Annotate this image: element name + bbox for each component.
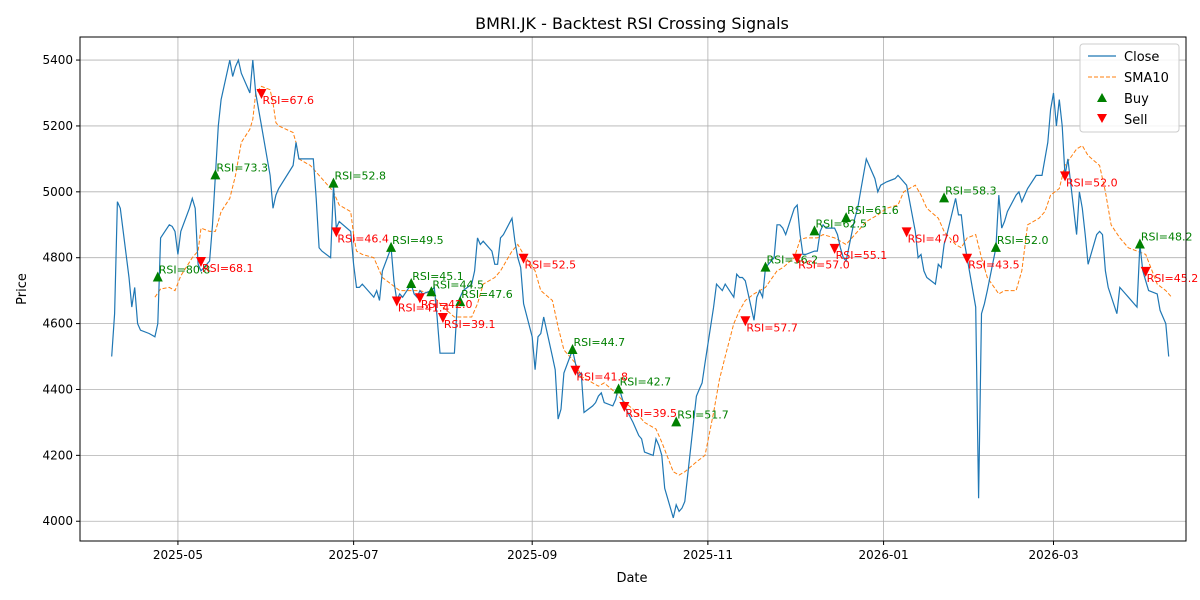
sell-signal-label: RSI=39.1 — [444, 318, 496, 331]
sell-marker — [619, 401, 630, 412]
buy-marker — [1134, 238, 1145, 249]
buy-marker — [939, 192, 950, 203]
buy-signal-label: RSI=49.5 — [392, 234, 444, 247]
buy-signal-label: RSI=47.6 — [461, 288, 513, 301]
sell-signal-label: RSI=42.0 — [421, 298, 473, 311]
sell-marker — [1140, 266, 1151, 277]
buy-signal-label: RSI=45.1 — [412, 270, 464, 283]
series-layer — [111, 58, 1172, 519]
x-tick-label: 2025-11 — [683, 548, 733, 562]
buy-marker — [567, 343, 578, 354]
buy-signal-label: RSI=61.6 — [847, 204, 899, 217]
buy-marker — [406, 278, 417, 289]
legend-sell-label: Sell — [1124, 113, 1147, 128]
legend-box — [1079, 43, 1180, 133]
buy-signal-label: RSI=44.7 — [574, 336, 626, 349]
close-line — [111, 58, 1170, 519]
sell-marker — [1060, 171, 1071, 182]
sell-marker — [740, 316, 751, 327]
buy-signal-label: RSI=58.3 — [945, 184, 997, 197]
axis-ticks: 4000 4200 4400 4600 4800 5000 5200 5400 2025-05 2… — [42, 53, 1078, 562]
sell-signal-label: RSI=41.8 — [576, 371, 628, 384]
buy-signal-label: RSI=42.7 — [620, 375, 672, 388]
sell-signal-label: RSI=55.1 — [836, 249, 888, 262]
buy-marker — [841, 212, 852, 223]
y-tick-label: 5400 — [42, 53, 73, 67]
sell-marker — [414, 293, 425, 304]
buy-signal-label: RSI=73.3 — [216, 161, 268, 174]
x-axis-label: Date — [616, 571, 647, 586]
buy-signal-label: RSI=51.7 — [677, 408, 729, 421]
buy-marker — [809, 225, 820, 236]
y-tick-label: 4400 — [42, 382, 73, 396]
sell-signal-label: RSI=57.0 — [798, 259, 850, 272]
buy-marker — [328, 177, 339, 188]
sell-signal-label: RSI=52.0 — [1066, 176, 1118, 189]
sell-signal-label: RSI=39.5 — [625, 407, 677, 420]
sell-marker — [962, 253, 973, 264]
chart-title: BMRI.JK - Backtest RSI Crossing Signals — [475, 14, 789, 33]
sell-marker — [901, 227, 912, 238]
buy-marker — [613, 383, 624, 394]
sell-signal-label: RSI=68.1 — [202, 262, 254, 275]
buy-signal-label: RSI=52.0 — [997, 234, 1049, 247]
y-tick-label: 5200 — [42, 119, 73, 133]
x-tick-label: 2025-05 — [153, 548, 203, 562]
buy-signal-label: RSI=48.2 — [1141, 231, 1193, 244]
buy-signal-label: RSI=62.5 — [815, 217, 867, 230]
y-tick-label: 4000 — [42, 514, 73, 528]
legend-sma-label: SMA10 — [1124, 71, 1169, 86]
buy-marker — [760, 261, 771, 272]
sell-signal-label: RSI=67.6 — [262, 94, 314, 107]
buy-marker — [990, 241, 1001, 252]
sell-marker — [391, 296, 402, 307]
plot-frame — [79, 36, 1187, 542]
sell-signal-label: RSI=45.2 — [1147, 272, 1199, 285]
y-tick-label: 5000 — [42, 185, 73, 199]
y-tick-label: 4200 — [42, 448, 73, 462]
sell-signal-label: RSI=41.4 — [398, 302, 450, 315]
sell-marker — [331, 227, 342, 238]
sell-marker — [570, 365, 581, 376]
legend-close-label: Close — [1124, 50, 1159, 65]
buy-marker — [152, 271, 163, 282]
sell-marker — [829, 243, 840, 254]
grid-lines — [80, 37, 1186, 541]
x-tick-label: 2025-09 — [507, 548, 557, 562]
sell-marker — [518, 253, 529, 264]
x-tick-label: 2025-07 — [329, 548, 379, 562]
buy-marker — [455, 296, 466, 307]
sell-marker — [437, 313, 448, 323]
buy-marker — [386, 241, 397, 252]
sell-signal-label: RSI=52.5 — [525, 259, 577, 272]
legend-buy-marker — [1097, 93, 1107, 102]
legend-sell-marker — [1097, 114, 1107, 123]
y-tick-label: 4800 — [42, 251, 73, 265]
sma10-line — [154, 85, 1172, 476]
buy-marker — [671, 416, 682, 427]
legend: Close SMA10 Buy Sell — [1079, 43, 1180, 133]
buy-marker — [210, 169, 221, 180]
sell-signal-label: RSI=47.0 — [908, 232, 960, 245]
x-tick-label: 2026-03 — [1028, 548, 1078, 562]
y-axis-label: Price — [15, 273, 30, 305]
buy-signal-label: RSI=80.8 — [159, 263, 211, 276]
sell-marker — [792, 253, 803, 264]
buy-signal-label: RSI=52.8 — [334, 170, 386, 183]
sell-signal-label: RSI=46.4 — [337, 232, 389, 245]
x-tick-label: 2026-01 — [859, 548, 909, 562]
legend-buy-label: Buy — [1124, 92, 1149, 107]
sell-marker — [195, 257, 206, 267]
y-tick-label: 4600 — [42, 317, 73, 331]
buy-marker — [426, 286, 437, 297]
sell-signal-label: RSI=57.7 — [746, 321, 798, 334]
sell-signal-label: RSI=43.5 — [968, 259, 1020, 272]
buy-signal-label: RSI=44.5 — [432, 278, 484, 291]
signal-layer: RSI=80.8 RSI=73.3 RSI=52.8 RSI=49.5 RSI=45.1… — [152, 89, 1199, 427]
sell-marker — [256, 89, 267, 99]
buy-signal-label: RSI=56.2 — [766, 254, 818, 267]
